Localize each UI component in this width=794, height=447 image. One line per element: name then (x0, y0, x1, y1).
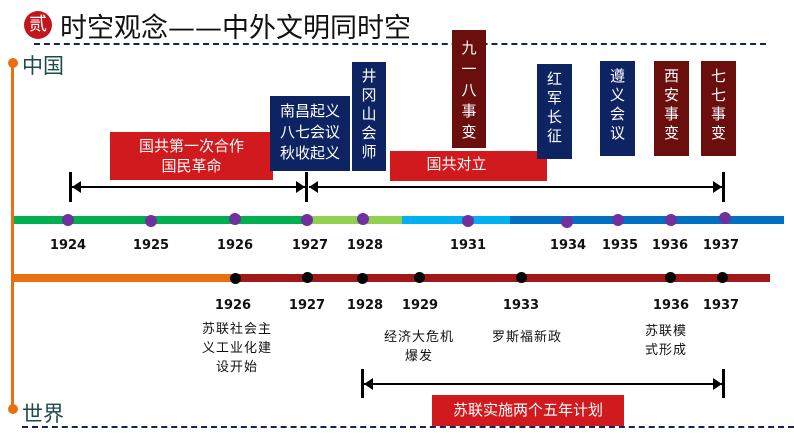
page-title: 时空观念——中外文明同时空 (60, 13, 411, 44)
period-tick-1928 (361, 369, 364, 398)
timeline-dot (229, 213, 241, 225)
year-label: 1927 (291, 238, 329, 253)
event-soviet-model: 苏联模 式形成 (645, 322, 701, 360)
timeline-dot (145, 215, 157, 227)
top-dashed-divider (34, 43, 766, 45)
event-sept-18: 九一八事变 (452, 30, 486, 148)
world-timeline-segment-darkred (236, 274, 770, 282)
timeline-dot (414, 272, 425, 283)
region-label-world: 世界 (22, 402, 64, 426)
china-timeline-segment-lightgreen (306, 216, 402, 224)
event-line: 南昌起义 (279, 102, 340, 120)
year-label: 1924 (49, 238, 87, 253)
event-xian-incident: 西安事变 (654, 61, 689, 156)
event-jinggangshan: 井冈山会师 (352, 62, 386, 171)
world-timeline-segment-orange (14, 274, 236, 282)
event-july-7-incident: 七七事变 (701, 61, 736, 156)
event-kmt-cpc-opposition: 国共对立 (390, 151, 547, 181)
china-timeline-segment-blue (510, 216, 784, 224)
event-line: 苏联社会主 (201, 322, 272, 337)
arrow-right-icon (713, 378, 722, 390)
year-label: 1926 (216, 238, 254, 253)
event-line: 秋收起义 (279, 144, 340, 162)
timeline-dot (612, 214, 624, 226)
event-new-deal: 罗斯福新政 (491, 330, 562, 345)
event-line: 八七会议 (279, 123, 340, 141)
timeline-dot (561, 216, 573, 228)
arrow-left-icon (309, 181, 318, 193)
year-label: 1928 (346, 298, 384, 313)
world-marker-dot (8, 404, 18, 414)
event-long-march: 红军长征 (537, 64, 572, 159)
year-label: 1935 (601, 238, 639, 253)
timeline-dot (62, 214, 74, 226)
timeline-dot (302, 272, 313, 283)
event-line: 经济大危机 (383, 330, 454, 345)
period-tick-1924 (69, 172, 72, 202)
event-great-depression: 经济大危机 爆发 (373, 328, 465, 366)
timeline-dot (462, 215, 474, 227)
timeline-dot (665, 272, 676, 283)
event-line: 苏联模 (645, 324, 688, 339)
arrow-right-icon (713, 181, 722, 193)
year-label: 1928 (346, 238, 384, 253)
event-line: 式形成 (645, 343, 688, 358)
year-label: 1929 (401, 298, 439, 313)
timeline-dot (357, 273, 368, 284)
china-timeline-segment-lightblue (402, 216, 510, 224)
year-label: 1933 (502, 298, 540, 313)
event-line: 义工业化建 (201, 341, 272, 356)
period-tick-1937 (722, 369, 725, 398)
timeline-dot (717, 272, 728, 283)
region-connector-line (11, 62, 14, 412)
event-zunyi-conference: 遵义会议 (600, 61, 635, 156)
timeline-dot (301, 214, 313, 226)
year-label: 1931 (449, 238, 487, 253)
year-label: 1925 (132, 238, 170, 253)
china-marker-dot (8, 58, 18, 68)
timeline-dot (719, 212, 731, 224)
event-five-year-plans: 苏联实施两个五年计划 (432, 395, 624, 426)
china-timeline-segment-green (14, 216, 306, 224)
period-arrow-1927-1937 (309, 186, 723, 188)
year-label: 1937 (702, 298, 740, 313)
event-line: 国共第一次合作 (138, 137, 244, 155)
event-nanchang-uprising: 南昌起义 八七会议 秋收起义 (270, 96, 350, 171)
year-label: 1927 (288, 298, 326, 313)
section-badge: 贰 (24, 11, 52, 39)
event-line: 设开始 (215, 360, 258, 375)
timeline-dot (516, 272, 527, 283)
region-label-china: 中国 (22, 54, 64, 78)
timeline-dot (357, 213, 369, 225)
bottom-dashed-divider (22, 426, 794, 428)
period-tick-1927 (305, 172, 308, 202)
arrow-left-icon (72, 181, 81, 193)
period-tick-1937 (722, 172, 725, 202)
arrow-right-icon (296, 181, 305, 193)
year-label: 1926 (214, 298, 252, 313)
timeline-dot (665, 214, 677, 226)
event-first-cooperation: 国共第一次合作 国民革命 (110, 132, 273, 180)
timeline-dot (230, 273, 241, 284)
period-arrow-1924-1927 (72, 186, 305, 188)
year-label: 1936 (652, 298, 690, 313)
event-line: 国民革命 (161, 157, 222, 175)
period-arrow-1928-1937 (364, 383, 722, 385)
year-label: 1934 (549, 238, 587, 253)
event-line: 爆发 (404, 349, 433, 364)
arrow-left-icon (364, 378, 373, 390)
year-label: 1936 (651, 238, 689, 253)
event-soviet-industrialization: 苏联社会主 义工业化建 设开始 (192, 320, 282, 377)
year-label: 1937 (702, 238, 740, 253)
